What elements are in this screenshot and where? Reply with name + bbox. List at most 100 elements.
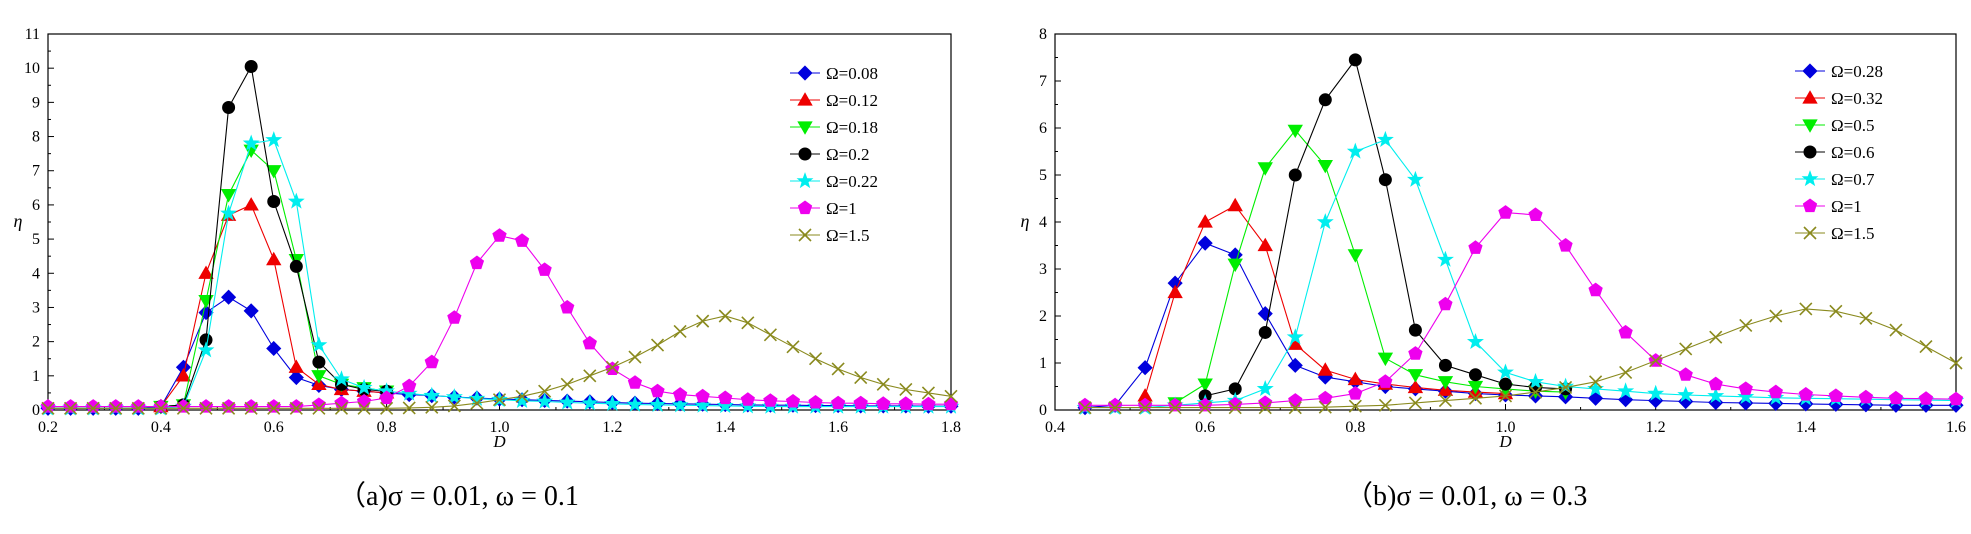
data-point <box>1257 162 1273 176</box>
data-point <box>1197 235 1213 251</box>
data-point <box>221 399 236 413</box>
data-point <box>1436 250 1454 267</box>
data-point <box>1346 142 1364 159</box>
series-line <box>1174 129 1566 404</box>
data-point <box>1498 389 1513 403</box>
legend: Ω=0.28 Ω=0.32 Ω=0.5 Ω=0.6 Ω=0.7 Ω=1 Ω=1.5 <box>1795 62 1883 243</box>
legend-marker <box>1802 119 1818 133</box>
legend-marker <box>1803 145 1817 159</box>
series-2 <box>153 144 395 415</box>
series-4 <box>39 131 960 416</box>
legend-entry: Ω=0.22 <box>790 172 878 191</box>
data-point <box>289 399 304 413</box>
data-point <box>1798 387 1813 401</box>
data-point <box>1769 309 1783 323</box>
data-point <box>696 314 710 328</box>
data-point <box>63 399 78 413</box>
data-point <box>220 204 238 221</box>
legend-label: Ω=1.5 <box>1831 224 1874 243</box>
series-line <box>160 204 387 407</box>
legend-label: Ω=0.28 <box>1831 62 1883 81</box>
x-tick-label: 1.4 <box>1796 419 1816 436</box>
x-tick-label: 1.4 <box>715 419 735 436</box>
data-point <box>515 389 529 403</box>
data-point <box>1799 302 1813 316</box>
x-tick-label: 1.2 <box>602 419 622 436</box>
data-point <box>1438 394 1452 408</box>
data-point <box>1167 284 1183 299</box>
data-point <box>1709 330 1723 344</box>
legend-entry: Ω=0.6 <box>1795 143 1874 162</box>
data-point <box>582 335 597 350</box>
series-line <box>1205 58 1566 397</box>
data-point <box>1227 258 1243 273</box>
data-point <box>1739 318 1753 332</box>
data-point <box>1137 360 1153 376</box>
legend-label: Ω=0.22 <box>826 172 878 191</box>
data-point <box>1406 170 1424 187</box>
data-point <box>447 399 461 413</box>
caption-a: （a)σ = 0.01, ω = 0.1 <box>338 481 579 512</box>
legend-label: Ω=0.32 <box>1831 89 1883 108</box>
data-point <box>1678 367 1693 381</box>
data-point <box>175 368 192 382</box>
y-tick-label: 4 <box>1039 214 1047 231</box>
series-line <box>1084 242 1956 409</box>
data-point <box>1318 93 1332 107</box>
data-point <box>1438 296 1453 311</box>
data-point <box>1499 377 1512 391</box>
data-point <box>1588 282 1603 297</box>
data-point <box>220 189 237 203</box>
x-tick-label: 1.2 <box>1646 419 1666 436</box>
data-point <box>1468 368 1482 382</box>
data-point <box>1318 400 1332 414</box>
data-point <box>1888 390 1904 405</box>
y-tick-label: 2 <box>1039 308 1047 325</box>
data-point <box>492 228 507 242</box>
data-point <box>379 390 394 405</box>
data-point <box>537 262 552 276</box>
data-point <box>334 401 349 415</box>
data-point <box>199 401 213 415</box>
legend-label: Ω=1 <box>1831 197 1862 216</box>
legend-marker <box>797 200 813 215</box>
data-point <box>1198 401 1212 415</box>
data-point <box>176 401 191 415</box>
data-point <box>222 100 236 114</box>
y-tick-label: 0 <box>1039 402 1047 419</box>
data-point <box>695 388 710 403</box>
y-tick-label: 11 <box>25 26 40 43</box>
plot-frame <box>47 33 952 411</box>
x-tick-label: 1.0 <box>1496 419 1516 436</box>
legend-marker <box>1802 198 1818 213</box>
data-point <box>628 350 642 364</box>
data-point <box>514 233 530 247</box>
data-point <box>1077 397 1093 412</box>
series-2 <box>1167 124 1574 411</box>
legend-entry: Ω=0.7 <box>1795 170 1875 189</box>
data-point <box>312 355 326 369</box>
data-point <box>1949 356 1963 370</box>
legend-marker <box>797 65 813 81</box>
data-point <box>402 378 417 393</box>
plot-frame <box>1054 33 1957 411</box>
data-point <box>605 360 619 374</box>
data-point <box>1257 306 1273 322</box>
data-point <box>1559 380 1573 395</box>
x-tick-label: 1.6 <box>828 419 848 436</box>
data-point <box>402 401 416 415</box>
y-tick-label: 5 <box>32 231 40 248</box>
data-point <box>266 251 282 266</box>
data-point <box>1919 339 1933 354</box>
y-tick-label: 6 <box>1039 120 1047 137</box>
data-point <box>267 401 281 415</box>
legend: Ω=0.08 Ω=0.12 Ω=0.18 Ω=0.2 Ω=0.22 Ω=1 Ω=1.5 <box>790 64 878 245</box>
data-point <box>1378 374 1393 388</box>
data-point <box>853 395 868 410</box>
data-point <box>1197 378 1213 392</box>
data-point <box>536 392 554 409</box>
data-point <box>1467 380 1484 395</box>
chart-panel-b: 0.4 0.6 0.8 1.0 1.2 1.4 1.6012345678DηΩ=0.28Ω=… <box>1021 26 1966 451</box>
data-point <box>1618 324 1633 339</box>
x-axis-label: D <box>1498 432 1512 451</box>
